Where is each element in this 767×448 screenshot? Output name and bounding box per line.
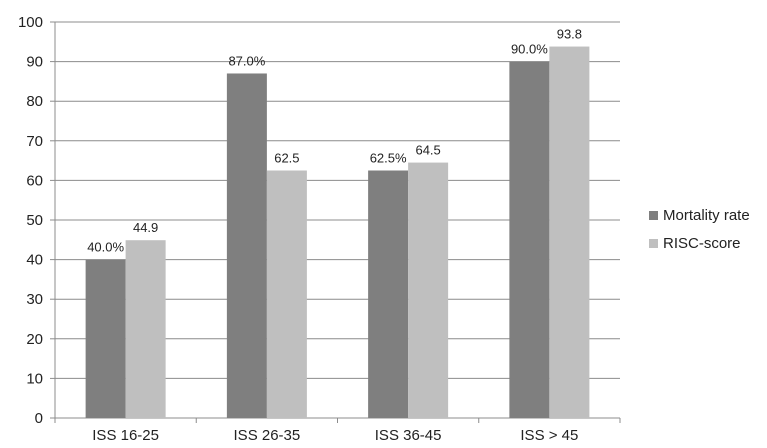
legend: Mortality rate RISC-score <box>649 204 750 260</box>
bar-risc-score <box>408 162 449 418</box>
legend-label-mortality-rate: Mortality rate <box>663 206 750 224</box>
data-label: 62.5 <box>274 151 299 166</box>
y-tick-label: 60 <box>26 172 43 189</box>
y-tick-label: 40 <box>26 252 43 269</box>
y-tick-label: 0 <box>35 410 43 427</box>
y-tick-label: 80 <box>26 93 43 110</box>
data-label: 87.0% <box>228 53 265 68</box>
y-tick-label: 20 <box>26 331 43 348</box>
data-label: 93.8 <box>557 27 582 42</box>
y-tick-label: 90 <box>26 54 43 71</box>
bar-risc-score <box>549 46 590 418</box>
bar-mortality-rate <box>226 73 267 418</box>
bar-risc-score <box>125 240 166 418</box>
data-label: 64.5 <box>415 143 440 158</box>
data-label: 62.5% <box>370 151 407 166</box>
x-tick-label: ISS 26-35 <box>234 427 301 444</box>
bar-risc-score <box>266 170 307 418</box>
data-label: 90.0% <box>511 42 548 57</box>
data-label: 40.0% <box>87 240 124 255</box>
y-tick-label: 50 <box>26 212 43 229</box>
x-tick-label: ISS > 45 <box>520 427 578 444</box>
x-tick-label: ISS 36-45 <box>375 427 442 444</box>
bar-mortality-rate <box>509 61 550 418</box>
legend-swatch-mortality-rate <box>649 210 658 220</box>
legend-label-risc-score: RISC-score <box>663 234 741 252</box>
bar-mortality-rate <box>368 170 409 418</box>
data-label: 44.9 <box>133 220 158 235</box>
y-tick-label: 10 <box>26 370 43 387</box>
y-tick-label: 30 <box>26 291 43 308</box>
y-tick-label: 100 <box>18 14 43 31</box>
y-tick-label: 70 <box>26 133 43 150</box>
legend-swatch-risc-score <box>649 238 658 248</box>
x-tick-label: ISS 16-25 <box>92 427 159 444</box>
bar-mortality-rate <box>85 259 126 418</box>
legend-item-risc-score: RISC-score <box>649 232 750 254</box>
legend-item-mortality-rate: Mortality rate <box>649 204 750 226</box>
